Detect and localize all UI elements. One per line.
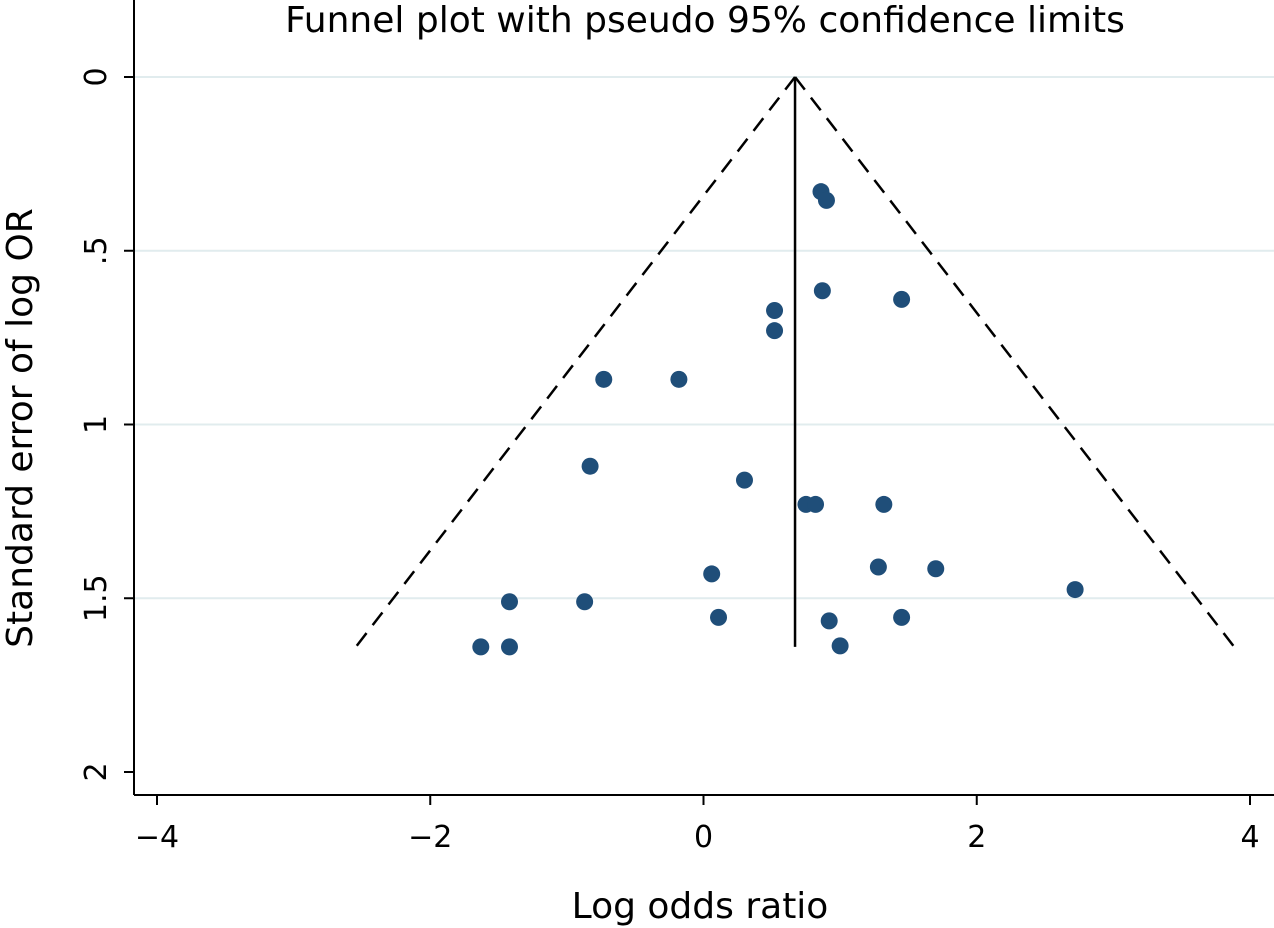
data-point-13 (869, 558, 887, 576)
data-point-20 (893, 608, 911, 626)
data-point-23 (500, 638, 518, 656)
y-tick-label-4: 2 (79, 762, 114, 781)
y-tick-label-2: 1 (79, 415, 114, 434)
data-point-11 (807, 495, 825, 513)
x-tick-label-2: 0 (694, 820, 713, 855)
data-point-15 (703, 565, 721, 583)
upper-confidence-limit-line (794, 76, 1236, 648)
data-point-4 (766, 302, 784, 320)
x-axis-label: Log odds ratio (572, 886, 829, 927)
y-axis-label: Standard error of log OR (0, 208, 41, 648)
x-tick-label-0: −4 (135, 820, 179, 855)
data-point-1 (817, 191, 835, 209)
y-tick-label-0: 0 (79, 67, 114, 86)
data-point-19 (710, 608, 728, 626)
y-tick-label-1: .5 (79, 236, 114, 265)
data-points (472, 183, 1084, 656)
x-tick-label-4: 4 (1240, 820, 1259, 855)
chart-title: Funnel plot with pseudo 95% confidence l… (285, 0, 1125, 41)
lower-confidence-limit-line (354, 76, 797, 648)
data-point-2 (813, 282, 831, 300)
data-point-5 (766, 322, 784, 340)
data-point-9 (735, 471, 753, 489)
funnel-lines (354, 76, 1236, 648)
data-point-16 (1066, 581, 1084, 599)
data-point-18 (576, 593, 594, 611)
data-point-24 (831, 637, 849, 655)
axes (124, 0, 1274, 805)
data-point-17 (500, 593, 518, 611)
y-tick-label-3: 1.5 (79, 574, 114, 622)
data-point-6 (595, 370, 613, 388)
data-point-8 (581, 457, 599, 475)
data-point-21 (820, 612, 838, 630)
data-point-7 (670, 370, 688, 388)
data-point-14 (927, 560, 945, 578)
grid-lines (134, 76, 1274, 600)
x-tick-label-3: 2 (967, 820, 986, 855)
x-tick-label-1: −2 (408, 820, 452, 855)
data-point-22 (472, 638, 490, 656)
tick-labels: −4 −2 0 2 4 0 .5 1 1.5 2 (79, 67, 1260, 855)
data-point-3 (893, 290, 911, 308)
data-point-12 (875, 495, 893, 513)
